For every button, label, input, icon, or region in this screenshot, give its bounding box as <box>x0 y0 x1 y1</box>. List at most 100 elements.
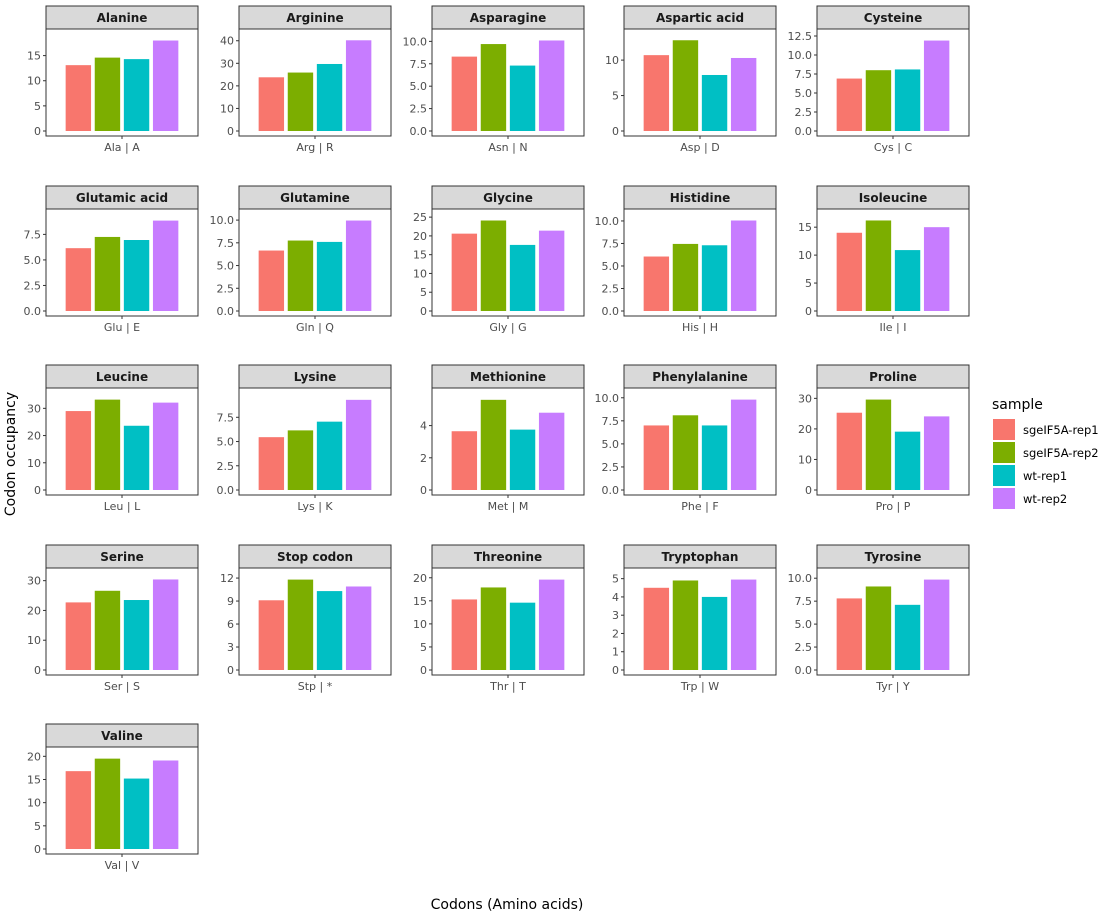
legend-key-sgeif5a-rep1 <box>993 419 1015 440</box>
y-tick-label-cysteine: 0.0 <box>795 125 813 138</box>
bar-threonine-wt-rep2 <box>538 579 565 670</box>
bar-lysine-wt-rep1 <box>316 421 343 490</box>
bar-glycine-sgeif5a-rep1 <box>451 233 478 311</box>
y-tick-label-phenylalanine: 10.0 <box>595 392 620 405</box>
bar-threonine-sgeif5a-rep1 <box>451 599 478 670</box>
x-tick-label-tyrosine: Tyr | Y <box>875 680 910 693</box>
bar-threonine-wt-rep1 <box>509 602 536 670</box>
y-tick-label-threonine: 10 <box>413 618 427 631</box>
y-tick-label-glutamine: 2.5 <box>217 282 235 295</box>
strip-label-valine: Valine <box>101 729 143 743</box>
panel-arginine: Arginine 0 10 20 30 40 Arg | R <box>220 5 392 154</box>
y-tick-label-alanine: 5 <box>34 100 41 113</box>
bar-glutamic-acid-sgeif5a-rep1 <box>65 248 92 311</box>
x-tick-label-proline: Pro | P <box>876 500 911 513</box>
bar-alanine-wt-rep1 <box>123 59 150 132</box>
x-axis-title: Codons (Amino acids) <box>431 897 584 913</box>
y-tick-label-histidine: 5.0 <box>602 260 620 273</box>
y-tick-label-glycine: 0 <box>420 305 427 318</box>
bar-serine-sgeif5a-rep1 <box>65 602 92 670</box>
bar-stop-codon-wt-rep2 <box>345 586 372 670</box>
y-tick-label-leucine: 10 <box>27 457 41 470</box>
strip-label-serine: Serine <box>100 550 144 564</box>
bar-methionine-sgeif5a-rep1 <box>451 431 478 490</box>
x-tick-label-tryptophan: Trp | W <box>680 680 719 693</box>
y-tick-label-valine: 15 <box>27 773 41 786</box>
y-tick-label-leucine: 30 <box>27 402 41 415</box>
panel-aspartic-acid: Aspartic acid 0 5 10 Asp | D <box>605 5 777 154</box>
x-tick-label-arginine: Arg | R <box>296 141 334 154</box>
y-tick-label-asparagine: 0.0 <box>410 125 428 138</box>
y-tick-label-methionine: 0 <box>420 484 427 497</box>
bar-isoleucine-wt-rep1 <box>894 250 921 311</box>
y-tick-label-serine: 0 <box>34 664 41 677</box>
y-tick-label-asparagine: 5.0 <box>410 80 428 93</box>
y-tick-label-asparagine: 2.5 <box>410 103 428 116</box>
legend-title: sample <box>992 397 1043 413</box>
legend-label-sgeif5a-rep2: sgeIF5A-rep2 <box>1023 446 1099 460</box>
y-tick-label-glutamine: 7.5 <box>217 237 235 250</box>
strip-label-stop-codon: Stop codon <box>277 550 353 564</box>
bar-alanine-wt-rep2 <box>152 40 179 131</box>
strip-label-isoleucine: Isoleucine <box>859 191 928 205</box>
strip-label-phenylalanine: Phenylalanine <box>652 370 748 384</box>
panel-proline: Proline 0 10 20 30 Pro | P <box>798 364 970 513</box>
y-tick-label-arginine: 20 <box>220 80 234 93</box>
bar-phenylalanine-sgeif5a-rep2 <box>672 415 699 490</box>
y-tick-label-stop-codon: 0 <box>227 664 234 677</box>
bar-glycine-wt-rep2 <box>538 230 565 311</box>
bar-glycine-wt-rep1 <box>509 244 536 311</box>
bar-cysteine-wt-rep2 <box>923 40 950 132</box>
bar-arginine-sgeif5a-rep2 <box>287 72 314 131</box>
y-tick-label-serine: 30 <box>27 575 41 588</box>
legend-key-wt-rep1 <box>993 465 1015 486</box>
y-tick-label-cysteine: 7.5 <box>795 68 813 81</box>
y-tick-label-alanine: 10 <box>27 75 41 88</box>
bar-tyrosine-wt-rep2 <box>923 579 950 670</box>
bar-glutamic-acid-wt-rep2 <box>152 220 179 311</box>
bar-serine-wt-rep2 <box>152 579 179 670</box>
y-tick-label-arginine: 0 <box>227 125 234 138</box>
y-tick-label-stop-codon: 3 <box>227 641 234 654</box>
y-tick-label-proline: 10 <box>798 453 812 466</box>
bar-proline-wt-rep1 <box>894 431 921 490</box>
y-tick-label-stop-codon: 6 <box>227 618 234 631</box>
strip-label-arginine: Arginine <box>286 11 343 25</box>
panel-glutamic-acid: Glutamic acid 0.0 2.5 5.0 7.5 Glu | E <box>24 185 199 334</box>
y-tick-label-phenylalanine: 2.5 <box>602 461 620 474</box>
panel-histidine: Histidine 0.0 2.5 5.0 7.5 10.0 His | H <box>595 185 777 334</box>
bar-lysine-wt-rep2 <box>345 399 372 490</box>
y-tick-label-methionine: 4 <box>420 420 427 433</box>
y-tick-label-glutamic-acid: 7.5 <box>24 228 42 241</box>
y-tick-label-tryptophan: 5 <box>612 573 619 586</box>
bar-serine-wt-rep1 <box>123 600 150 670</box>
y-tick-label-valine: 5 <box>34 820 41 833</box>
y-tick-label-aspartic-acid: 5 <box>612 90 619 103</box>
panel-isoleucine: Isoleucine 0 5 10 15 Ile | I <box>798 185 970 334</box>
x-tick-label-valine: Val | V <box>105 859 140 872</box>
y-tick-label-valine: 0 <box>34 843 41 856</box>
bar-histidine-wt-rep2 <box>730 220 757 311</box>
y-tick-label-glycine: 20 <box>413 230 427 243</box>
y-tick-label-glutamic-acid: 5.0 <box>24 254 42 267</box>
y-tick-label-histidine: 7.5 <box>602 237 620 250</box>
bar-leucine-sgeif5a-rep1 <box>65 411 92 490</box>
y-tick-label-isoleucine: 0 <box>805 305 812 318</box>
y-tick-label-aspartic-acid: 10 <box>605 54 619 67</box>
x-tick-label-aspartic-acid: Asp | D <box>680 141 719 154</box>
bar-glutamic-acid-sgeif5a-rep2 <box>94 236 121 311</box>
bar-valine-wt-rep1 <box>123 778 150 849</box>
y-tick-label-isoleucine: 5 <box>805 277 812 290</box>
y-tick-label-alanine: 0 <box>34 125 41 138</box>
bar-asparagine-sgeif5a-rep2 <box>480 44 507 131</box>
bar-cysteine-sgeif5a-rep1 <box>836 78 863 131</box>
panel-asparagine: Asparagine 0.0 2.5 5.0 7.5 10.0 Asn | N <box>403 5 585 154</box>
strip-label-glutamic-acid: Glutamic acid <box>76 191 168 205</box>
bar-phenylalanine-wt-rep1 <box>701 425 728 490</box>
bar-serine-sgeif5a-rep2 <box>94 590 121 670</box>
bar-arginine-wt-rep1 <box>316 63 343 131</box>
y-tick-label-phenylalanine: 0.0 <box>602 484 620 497</box>
y-tick-label-phenylalanine: 5.0 <box>602 438 620 451</box>
bar-lysine-sgeif5a-rep1 <box>258 437 285 490</box>
